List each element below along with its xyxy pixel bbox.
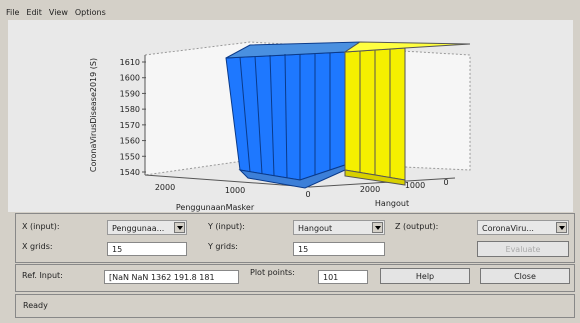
ref-input-field[interactable]: [NaN NaN 1362 191.8 181 xyxy=(104,270,239,284)
dropdown-value: Hangout xyxy=(298,224,333,233)
help-button[interactable]: Help xyxy=(380,268,470,284)
surface-mesh xyxy=(239,53,331,180)
z-tick-label: 1610 xyxy=(120,58,140,67)
ref-controls xyxy=(15,264,575,292)
y-axis-label: Hangout xyxy=(375,199,409,208)
menu-item[interactable]: Options xyxy=(74,8,106,17)
z-tick-label: 1540 xyxy=(120,168,140,177)
label: Ref. Input: xyxy=(22,271,63,280)
z-axis-label: CoronaVirusDisease2019 (S) xyxy=(89,58,98,172)
y-tick-label: 1000 xyxy=(405,181,425,190)
x-grids-input[interactable]: 15 xyxy=(107,242,187,256)
label: X grids: xyxy=(22,242,53,251)
close-button[interactable]: Close xyxy=(480,268,570,284)
menu-item[interactable]: View xyxy=(48,8,68,17)
z-tick-label: 1550 xyxy=(120,152,140,161)
x-axis-label: PenggunaanMasker xyxy=(176,203,255,212)
surface-high-mesh xyxy=(359,49,391,178)
y-grids-input[interactable]: 15 xyxy=(293,242,385,256)
y-tick-label: 0 xyxy=(443,178,448,187)
menu-bar: File Edit View Options xyxy=(6,8,113,17)
z-tick-label: 1570 xyxy=(120,121,140,130)
label: X (input): xyxy=(22,222,60,231)
status-text: Ready xyxy=(23,301,48,310)
dropdown-value: Penggunaa... xyxy=(112,224,165,233)
dropdown-arrow xyxy=(556,222,567,233)
surface-high-top xyxy=(343,41,471,53)
z-tick-label: 1560 xyxy=(120,137,140,146)
evaluate-button[interactable]: Evaluate xyxy=(477,241,569,257)
surface-high-floor xyxy=(344,169,406,186)
x-tick-label: 0 xyxy=(305,190,310,199)
z-tick-label: 1580 xyxy=(120,105,140,114)
label: Plot points: xyxy=(250,268,295,277)
z-tick-label: 1600 xyxy=(120,74,140,83)
z-tick-label: 1590 xyxy=(120,89,140,98)
dropdown-value: CoronaViru... xyxy=(482,224,534,233)
label: Z (output): xyxy=(395,222,439,231)
x-tick-label: 2000 xyxy=(155,183,175,192)
axis-controls xyxy=(15,213,575,263)
y-input-dropdown[interactable]: Hangout xyxy=(293,220,385,235)
y-tick-label: 2000 xyxy=(360,185,380,194)
dropdown-arrow xyxy=(174,222,185,233)
menu-item[interactable]: File xyxy=(6,8,20,17)
menu-item[interactable]: Edit xyxy=(26,8,42,17)
status-bar: Ready xyxy=(15,294,575,318)
z-output-dropdown[interactable]: CoronaViru... xyxy=(477,220,569,235)
x-input-dropdown[interactable]: Penggunaa... xyxy=(107,220,187,235)
label: Y (input): xyxy=(208,222,245,231)
dropdown-arrow xyxy=(372,222,383,233)
x-tick-label: 1000 xyxy=(225,186,245,195)
x-axis xyxy=(144,174,311,188)
y-axis xyxy=(309,177,456,188)
surface-plot: CoronaVirusDisease2019 (S) 1610 1600 1590 1… xyxy=(8,20,573,212)
plot-points-input[interactable]: 101 xyxy=(318,270,368,284)
label: Y grids: xyxy=(208,242,238,251)
